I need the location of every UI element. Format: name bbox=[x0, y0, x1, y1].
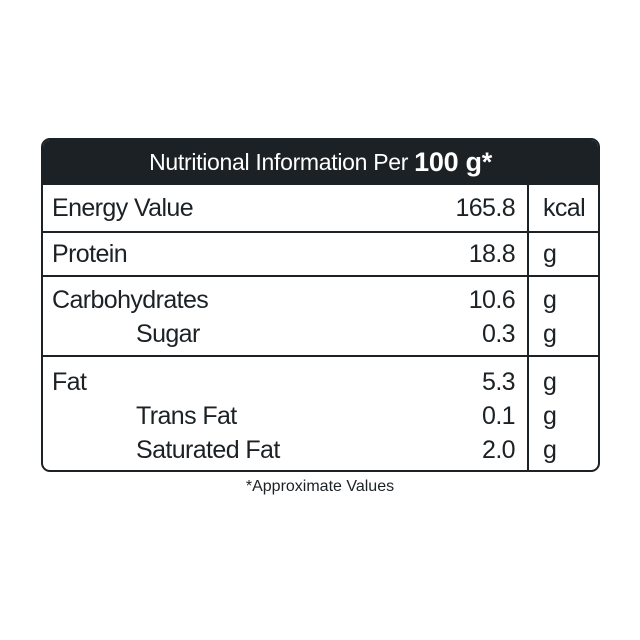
header-amount: 100 g* bbox=[414, 147, 492, 177]
sugar-name: Sugar bbox=[136, 320, 200, 348]
protein-value: 18.8 bbox=[468, 240, 516, 268]
carbs-unit: g bbox=[543, 286, 557, 314]
table-row-fat: Fat 5.3 g Trans Fat 0.1 g Saturated Fat … bbox=[43, 357, 598, 470]
trans-fat-name: Trans Fat bbox=[136, 402, 237, 430]
saturated-fat-value: 2.0 bbox=[482, 436, 516, 464]
table-row-energy: Energy Value 165.8 kcal bbox=[43, 185, 598, 233]
saturated-fat-unit: g bbox=[543, 436, 557, 464]
footnote: *Approximate Values bbox=[245, 478, 395, 495]
saturated-fat-name: Saturated Fat bbox=[136, 436, 280, 464]
saturated-fat-line: Saturated Fat 2.0 g bbox=[43, 433, 598, 467]
header-title: Nutritional Information Per bbox=[149, 149, 409, 175]
trans-fat-line: Trans Fat 0.1 g bbox=[43, 399, 598, 433]
fat-value: 5.3 bbox=[482, 368, 516, 396]
trans-fat-unit: g bbox=[543, 402, 557, 430]
trans-fat-value: 0.1 bbox=[482, 402, 516, 430]
unit-column-divider bbox=[527, 185, 529, 470]
table-row-carbohydrates: Carbohydrates 10.6 g Sugar 0.3 g bbox=[43, 277, 598, 357]
sugar-unit: g bbox=[543, 320, 557, 348]
nutrition-table: Nutritional Information Per 100 g* Energ… bbox=[41, 138, 600, 472]
table-header: Nutritional Information Per 100 g* bbox=[43, 140, 598, 185]
protein-line: Protein 18.8 g bbox=[43, 237, 598, 271]
table-row-protein: Protein 18.8 g bbox=[43, 233, 598, 277]
fat-name: Fat bbox=[52, 368, 87, 396]
carbs-line: Carbohydrates 10.6 g bbox=[43, 283, 598, 317]
carbs-name: Carbohydrates bbox=[52, 286, 209, 314]
fat-line: Fat 5.3 g bbox=[43, 365, 598, 399]
fat-unit: g bbox=[543, 368, 557, 396]
protein-name: Protein bbox=[52, 240, 128, 268]
carbs-value: 10.6 bbox=[468, 286, 516, 314]
sugar-value: 0.3 bbox=[482, 320, 516, 348]
energy-name: Energy Value bbox=[52, 194, 194, 222]
protein-unit: g bbox=[543, 240, 557, 268]
sugar-line: Sugar 0.3 g bbox=[43, 317, 598, 351]
energy-line: Energy Value 165.8 kcal bbox=[43, 191, 598, 225]
energy-value: 165.8 bbox=[455, 194, 515, 222]
energy-unit: kcal bbox=[543, 194, 586, 222]
